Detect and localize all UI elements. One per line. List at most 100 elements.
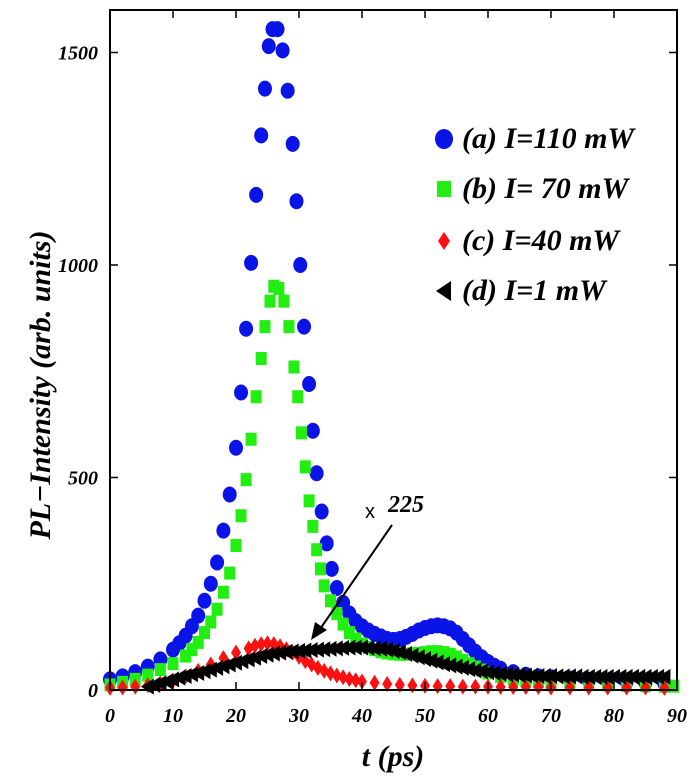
series-3-point-19 xyxy=(260,646,274,663)
legend-label-1: (b) I= 70 mW xyxy=(462,172,631,205)
series-3-point-24 xyxy=(292,642,305,659)
series-1-point-18 xyxy=(250,390,262,404)
series-1-point-39 xyxy=(350,632,362,646)
series-1-point-36 xyxy=(331,607,343,620)
series-3-point-5 xyxy=(172,669,186,686)
series-1-point-31 xyxy=(307,519,319,533)
series-2-point-37 xyxy=(457,678,468,695)
series-1-point-25 xyxy=(283,320,295,334)
series-1-point-19 xyxy=(255,352,267,365)
series-1-point-21 xyxy=(264,294,276,308)
series-1-point-20 xyxy=(259,320,271,334)
series-2-point-43 xyxy=(533,679,544,696)
series-3-point-44 xyxy=(418,650,431,667)
series-0-point-25 xyxy=(275,42,290,59)
x-tick-label-6: 60 xyxy=(478,705,498,727)
series-1-point-23 xyxy=(273,281,285,295)
series-3-point-9 xyxy=(197,663,211,680)
series-3-point-16 xyxy=(241,651,255,668)
series-2-point-42 xyxy=(520,679,531,696)
series-3-point-45 xyxy=(424,652,438,669)
series-2-point-36 xyxy=(445,678,456,695)
series-3-point-58 xyxy=(506,666,520,683)
series-3-point-29 xyxy=(323,640,337,657)
series-0-point-28 xyxy=(289,193,304,210)
y-tick-label-1: 500 xyxy=(68,468,98,490)
series-2-point-45 xyxy=(564,679,575,696)
series-3-point-54 xyxy=(481,664,494,681)
series-0-point-14 xyxy=(222,486,237,503)
series-2-point-35 xyxy=(432,678,443,695)
data-markers xyxy=(103,21,680,696)
series-1-point-3 xyxy=(142,668,154,682)
series-1-point-53 xyxy=(438,646,450,660)
series-3-point-1 xyxy=(147,676,161,693)
series-1-point-50 xyxy=(419,646,431,660)
annotation-prefix: x xyxy=(365,501,375,523)
series-0-point-34 xyxy=(314,503,329,520)
series-3-point-35 xyxy=(361,639,375,656)
series-1-point-10 xyxy=(205,615,217,629)
axis-ticks: 0 10 20 30 40 50 60 70 80 90 0 500 1000 1500 xyxy=(58,10,687,727)
series-3-point-20 xyxy=(266,645,280,662)
series-2-point-10 xyxy=(231,644,241,661)
series-0-point-17 xyxy=(239,320,254,337)
x-tick-label-7: 70 xyxy=(541,705,561,727)
series-3-point-11 xyxy=(210,659,224,676)
series-1-point-29 xyxy=(299,460,311,474)
series-2-point-50 xyxy=(659,679,670,696)
series-3-point-64 xyxy=(544,667,557,684)
series-1-point-32 xyxy=(311,543,323,557)
series-3-point-17 xyxy=(247,649,261,666)
series-3-point-28 xyxy=(317,641,331,658)
series-1-point-26 xyxy=(288,360,300,374)
series-0-point-29 xyxy=(293,257,308,273)
y-tick-label-0: 0 xyxy=(88,680,98,702)
series-3-point-7 xyxy=(184,666,198,683)
series-2-point-41 xyxy=(508,679,519,696)
series-2-point-38 xyxy=(470,678,481,695)
x-tick-label-9: 90 xyxy=(667,705,687,727)
legend-label-3: (d) I=1 mW xyxy=(462,274,608,307)
series-3-point-52 xyxy=(468,662,482,679)
series-3-point-18 xyxy=(254,648,268,664)
series-0-point-11 xyxy=(203,575,218,592)
series-3-point-34 xyxy=(355,639,368,656)
series-3-point-21 xyxy=(273,644,287,661)
series-1-point-51 xyxy=(425,645,437,659)
series-2-point-14 xyxy=(262,635,273,652)
series-3-point-2 xyxy=(153,675,167,692)
series-3-point-40 xyxy=(392,644,406,661)
series-3-point-50 xyxy=(455,659,469,676)
series-2-point-32 xyxy=(394,676,405,693)
x-tick-label-0: 0 xyxy=(105,705,115,727)
legend-label-0: (a) I=110 mW xyxy=(462,122,636,155)
series-1-point-17 xyxy=(245,432,257,446)
series-3-point-26 xyxy=(304,642,318,659)
series-2-point-1 xyxy=(117,679,128,696)
y-tick-label-2: 1000 xyxy=(58,255,98,277)
series-1-point-33 xyxy=(314,562,326,576)
annotation-arrowhead xyxy=(311,622,327,640)
series-3-point-38 xyxy=(380,641,394,658)
series-1-point-56 xyxy=(457,653,469,667)
series-3-point-27 xyxy=(310,641,324,658)
series-3-point-43 xyxy=(411,649,425,666)
series-1-point-8 xyxy=(192,635,204,649)
series-0-point-16 xyxy=(234,384,249,401)
series-1-point-28 xyxy=(296,426,308,440)
series-2-point-27 xyxy=(344,670,355,687)
series-1-point-57 xyxy=(463,657,475,671)
series-1-point-6 xyxy=(180,649,192,663)
y-axis-title: PL−Intensity (arb. units) xyxy=(24,230,57,540)
series-0-point-24 xyxy=(270,21,285,38)
series-0-point-26 xyxy=(280,82,295,99)
series-0-point-12 xyxy=(210,554,225,571)
series-0-point-15 xyxy=(229,439,243,456)
series-0-point-20 xyxy=(254,127,269,144)
series-1-point-35 xyxy=(325,594,336,608)
series-3-point-68 xyxy=(569,668,583,685)
series-2-point-40 xyxy=(495,679,506,696)
series-1-point-38 xyxy=(343,626,355,640)
series-3-point-25 xyxy=(298,642,312,659)
